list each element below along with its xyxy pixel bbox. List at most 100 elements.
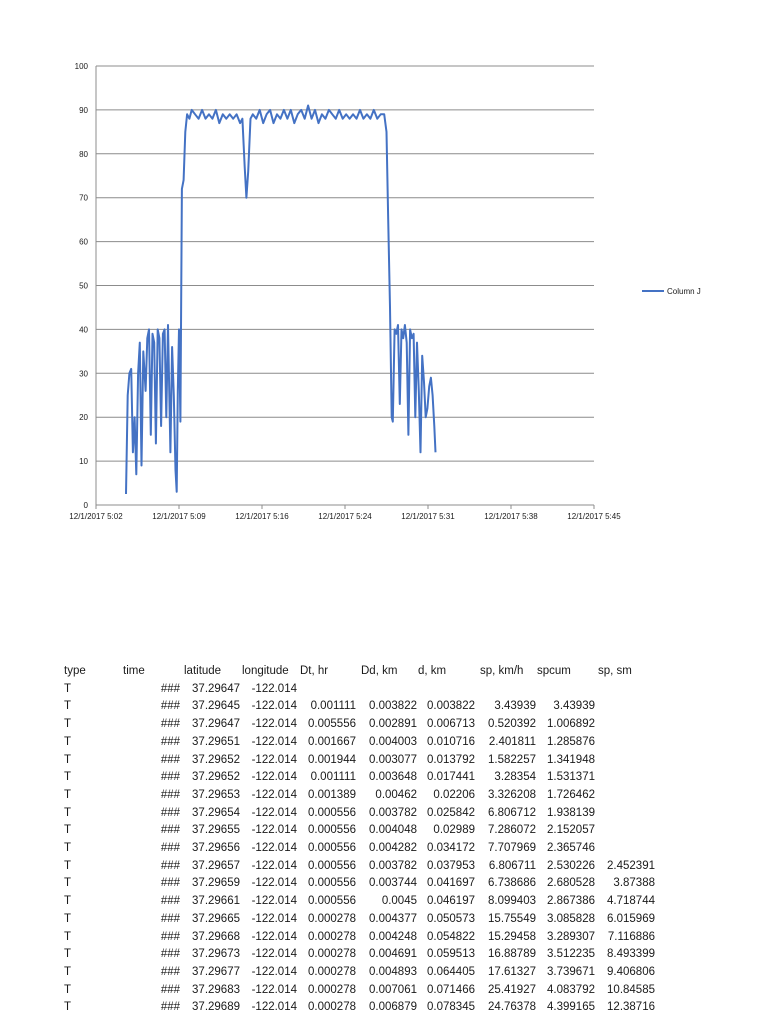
cell-dt-hr: 0.000278: [308, 912, 356, 925]
cell-d-km: 0.017441: [427, 771, 475, 784]
cell-d-km: 0.006713: [427, 718, 475, 731]
cell-d-km: 0.025842: [427, 806, 475, 819]
cell-sp-kmh: 2.401811: [488, 735, 536, 748]
cell-latitude: 37.29651: [192, 735, 240, 748]
cell-longitude: -122.014: [251, 824, 297, 837]
cell-longitude: -122.014: [251, 753, 297, 766]
sheet-row: T ### 37.29659 -122.014 0.000556 0.003744 0.04…: [0, 876, 768, 894]
cell-sp-kmh: 3.28354: [494, 771, 536, 784]
cell-d-km: 0.059513: [427, 948, 475, 961]
cell-type: T: [64, 806, 72, 819]
spreadsheet: type time latitude longitude Dt, hr Dd, …: [0, 664, 768, 1024]
cell-d-km: 0.050573: [427, 912, 475, 925]
cell-latitude: 37.29653: [192, 788, 240, 801]
cell-latitude: 37.29652: [192, 753, 240, 766]
cell-sp-kmh: 3.43939: [494, 700, 536, 713]
cell-spcum: 1.726462: [547, 788, 595, 801]
sheet-row: T ### 37.29689 -122.014 0.000278 0.006879 0.07…: [0, 1000, 768, 1018]
cell-spcum: 3.512235: [547, 948, 595, 961]
cell-dd-km: 0.004003: [369, 735, 417, 748]
cell-spcum: 2.680528: [547, 877, 595, 890]
cell-sp-kmh: 7.707969: [488, 842, 536, 854]
cell-sp-kmh: 3.326208: [488, 788, 536, 801]
cell-sp-kmh: 24.76378: [488, 1001, 536, 1014]
sheet-row: T ### 37.29657 -122.014 0.000556 0.003782 0.03…: [0, 859, 768, 877]
sheet-row: T ### 37.29647 -122.014 0.005556 0.002891 0.00…: [0, 717, 768, 735]
legend-label: Column J: [667, 287, 701, 296]
cell-longitude: -122.014: [251, 895, 297, 908]
x-tick-label: 12/1/2017 5:09: [152, 512, 206, 521]
cell-sp-sm: 8.493399: [607, 948, 655, 961]
cell-dd-km: 0.004691: [369, 948, 417, 961]
cell-time: ###: [160, 895, 180, 908]
x-tick-label: 12/1/2017 5:02: [69, 512, 123, 521]
cell-spcum: 1.285876: [547, 735, 595, 748]
cell-time: ###: [160, 753, 180, 766]
cell-sp-kmh: 1.582257: [488, 753, 536, 766]
cell-sp-sm: 3.87388: [613, 877, 655, 890]
cell-type: T: [64, 718, 72, 731]
cell-longitude: -122.014: [251, 965, 297, 978]
cell-time: ###: [160, 824, 180, 837]
cell-dd-km: 0.003648: [369, 771, 417, 784]
cell-type: T: [64, 753, 72, 766]
cell-time: ###: [160, 912, 180, 925]
cell-dt-hr: 0.000556: [308, 806, 356, 819]
cell-d-km: 0.037953: [427, 859, 475, 872]
cell-spcum: 2.152057: [547, 824, 595, 837]
cell-d-km: 0.054822: [427, 930, 475, 943]
cell-type: T: [64, 842, 72, 854]
y-tick-label: 90: [79, 106, 88, 115]
sheet-row: T ### 37.29645 -122.014 0.001111 0.003822 0.00…: [0, 699, 768, 717]
cell-spcum: 2.530226: [547, 859, 595, 872]
cell-longitude: -122.014: [251, 859, 297, 872]
cell-latitude: 37.29673: [192, 948, 240, 961]
cell-time: ###: [160, 735, 180, 748]
y-tick-label: 50: [79, 282, 88, 291]
cell-sp-kmh: 17.61327: [488, 965, 536, 978]
cell-longitude: -122.014: [251, 842, 297, 854]
sheet-row: T ### 37.29673 -122.014 0.000278 0.004691 0.05…: [0, 947, 768, 965]
cell-longitude: -122.014: [251, 700, 297, 713]
cell-sp-sm: 12.38716: [607, 1001, 655, 1014]
cell-longitude: -122.014: [251, 718, 297, 731]
header-spcum: spcum: [537, 665, 571, 677]
cell-dd-km: 0.002891: [369, 718, 417, 731]
cell-dt-hr: 0.000556: [308, 824, 356, 837]
cell-latitude: 37.29655: [192, 824, 240, 837]
cell-time: ###: [160, 1001, 180, 1014]
cell-longitude: -122.014: [251, 682, 297, 695]
cell-time: ###: [160, 983, 180, 996]
cell-time: ###: [160, 842, 180, 854]
cell-latitude: 37.29645: [192, 700, 240, 713]
cell-latitude: 37.29683: [192, 983, 240, 996]
sheet-row: T ### 37.29651 -122.014 0.001667 0.004003 0.01…: [0, 735, 768, 753]
sheet-header-row: type time latitude longitude Dt, hr Dd, …: [0, 664, 768, 682]
cell-longitude: -122.014: [251, 771, 297, 784]
cell-d-km: 0.041697: [427, 877, 475, 890]
cell-sp-kmh: 25.41927: [488, 983, 536, 996]
cell-spcum: 2.365746: [547, 842, 595, 854]
header-latitude: latitude: [184, 665, 222, 677]
cell-dt-hr: 0.001944: [308, 753, 356, 766]
cell-spcum: 3.739671: [547, 965, 595, 978]
cell-longitude: -122.014: [251, 912, 297, 925]
sheet-row: T ### 37.29653 -122.014 0.001389 0.00462 0.022…: [0, 788, 768, 806]
cell-dt-hr: 0.001111: [310, 771, 356, 784]
cell-dd-km: 0.007061: [369, 983, 417, 996]
header-dt-hr: Dt, hr: [300, 665, 329, 677]
header-sp-kmh: sp, km/h: [480, 665, 524, 677]
y-tick-label: 100: [75, 62, 89, 71]
cell-latitude: 37.29677: [192, 965, 240, 978]
sheet-row: T ### 37.29661 -122.014 0.000556 0.0045 0.0461…: [0, 894, 768, 912]
axes: [95, 66, 595, 509]
cell-latitude: 37.29652: [192, 771, 240, 784]
cell-sp-kmh: 15.75549: [488, 912, 536, 925]
cell-dd-km: 0.006879: [369, 1001, 417, 1014]
x-tick-labels: 12/1/2017 5:02 12/1/2017 5:09 12/1/2017 5:…: [69, 512, 621, 521]
cell-time: ###: [160, 877, 180, 890]
cell-longitude: -122.014: [251, 948, 297, 961]
cell-dd-km: 0.003782: [369, 859, 417, 872]
cell-dt-hr: 0.001389: [308, 788, 356, 801]
